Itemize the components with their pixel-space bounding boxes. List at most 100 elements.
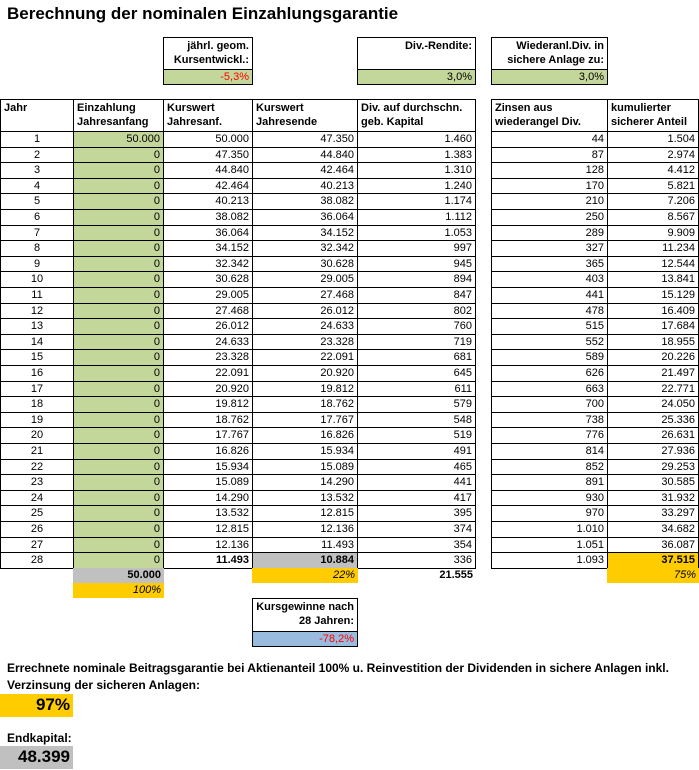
value-cell: 5.821	[607, 177, 699, 195]
year-cell: 1	[0, 131, 74, 148]
value-cell: 26.631	[607, 427, 699, 444]
value-cell: 10.884	[252, 552, 358, 569]
value-cell: 38.082	[163, 209, 253, 226]
value-cell: 22.771	[607, 380, 699, 398]
value-cell: 0	[73, 365, 164, 382]
value-cell: 0	[73, 349, 164, 366]
value-cell: 15.129	[607, 287, 699, 304]
year-cell: 25	[0, 505, 74, 522]
column-header: Einzahlung Jahresanfang	[73, 99, 164, 132]
value-cell: 30.585	[607, 474, 699, 491]
value-cell: 27.936	[607, 443, 699, 460]
value-cell: 36.064	[252, 209, 358, 226]
value-cell: 18.762	[163, 411, 253, 429]
value-cell: 47.350	[163, 146, 253, 164]
year-cell: 20	[0, 427, 74, 444]
value-cell: 37.515	[607, 552, 699, 569]
result-value: 97%	[0, 694, 73, 717]
year-cell: 17	[0, 380, 74, 398]
value-cell: 19.812	[252, 380, 358, 398]
year-cell: 2	[0, 146, 74, 164]
value-cell: 945	[357, 255, 476, 273]
value-cell: 17.684	[607, 318, 699, 335]
value-cell: 663	[491, 380, 608, 398]
value-cell: 22.091	[163, 365, 253, 382]
value-cell: 891	[491, 474, 608, 491]
value-cell: 17.767	[252, 411, 358, 429]
column-header: Jahr	[0, 99, 74, 132]
value-cell: 25.336	[607, 411, 699, 429]
value-cell: 47.350	[252, 131, 358, 148]
value-cell: 0	[73, 162, 164, 179]
value-cell: 970	[491, 505, 608, 522]
value-cell: 645	[357, 365, 476, 382]
endkapital-label: Endkapital:	[7, 731, 72, 745]
value-cell: 465	[357, 458, 476, 476]
year-cell: 6	[0, 209, 74, 226]
value-cell: 1.051	[491, 536, 608, 554]
value-cell: 24.050	[607, 396, 699, 413]
value-cell: 417	[357, 489, 476, 507]
value-cell: 210	[491, 193, 608, 210]
title: Berechnung der nominalen Einzahlungsgara…	[7, 4, 399, 23]
value-cell: 1.310	[357, 162, 476, 179]
value-cell: 354	[357, 536, 476, 554]
value-cell: 18.955	[607, 333, 699, 351]
value-cell: 31.932	[607, 489, 699, 507]
value-cell: 579	[357, 396, 476, 413]
year-cell: 28	[0, 552, 74, 569]
value-cell: 15.089	[252, 458, 358, 476]
value-cell: 12.136	[252, 521, 358, 538]
value-cell: 33.297	[607, 505, 699, 522]
year-cell: 11	[0, 287, 74, 304]
value-cell: 16.409	[607, 302, 699, 320]
value-cell: 852	[491, 458, 608, 476]
year-cell: 22	[0, 458, 74, 476]
value-cell: 34.152	[252, 224, 358, 242]
value-cell: 17.767	[163, 427, 253, 444]
value-cell: 44	[491, 131, 608, 148]
value-cell: 12.544	[607, 255, 699, 273]
value-cell: 0	[73, 552, 164, 569]
value-cell: 29.253	[607, 458, 699, 476]
value-cell: 24.633	[163, 333, 253, 351]
value-cell: 0	[73, 443, 164, 460]
value-cell: 0	[73, 193, 164, 210]
value-cell: 0	[73, 240, 164, 257]
value-cell: 50.000	[163, 131, 253, 148]
value-cell: 1.010	[491, 521, 608, 538]
value-cell: 519	[357, 427, 476, 444]
value-cell: 930	[491, 489, 608, 507]
kursgewinne-label: Kursgewinne nach 28 Jahren:	[252, 598, 358, 632]
value-cell: 32.342	[252, 240, 358, 257]
parameter-value: 3,0%	[491, 69, 608, 85]
year-cell: 19	[0, 411, 74, 429]
value-cell: 681	[357, 349, 476, 366]
endkapital-value: 48.399	[0, 746, 73, 769]
value-cell: 0	[73, 458, 164, 476]
value-cell: 15.934	[252, 443, 358, 460]
value-cell: 42.464	[252, 162, 358, 179]
value-cell: 7.206	[607, 193, 699, 210]
value-cell: 0	[73, 302, 164, 320]
value-cell: 40.213	[163, 193, 253, 210]
value-cell: 0	[73, 380, 164, 398]
value-cell: 589	[491, 349, 608, 366]
value-cell: 552	[491, 333, 608, 351]
value-cell: 1.053	[357, 224, 476, 242]
value-cell: 34.152	[163, 240, 253, 257]
kursgewinne-value: -78,2%	[252, 631, 358, 647]
value-cell: 1.383	[357, 146, 476, 164]
value-cell: 0	[73, 474, 164, 491]
value-cell: 13.532	[163, 505, 253, 522]
value-cell: 32.342	[163, 255, 253, 273]
value-cell: 441	[491, 287, 608, 304]
result-text: Errechnete nominale Beitragsgarantie bei…	[7, 661, 669, 692]
sum-cell: 50.000	[73, 567, 164, 583]
year-cell: 26	[0, 521, 74, 538]
value-cell: 19.812	[163, 396, 253, 413]
value-cell: 23.328	[163, 349, 253, 366]
value-cell: 395	[357, 505, 476, 522]
value-cell: 21.497	[607, 365, 699, 382]
